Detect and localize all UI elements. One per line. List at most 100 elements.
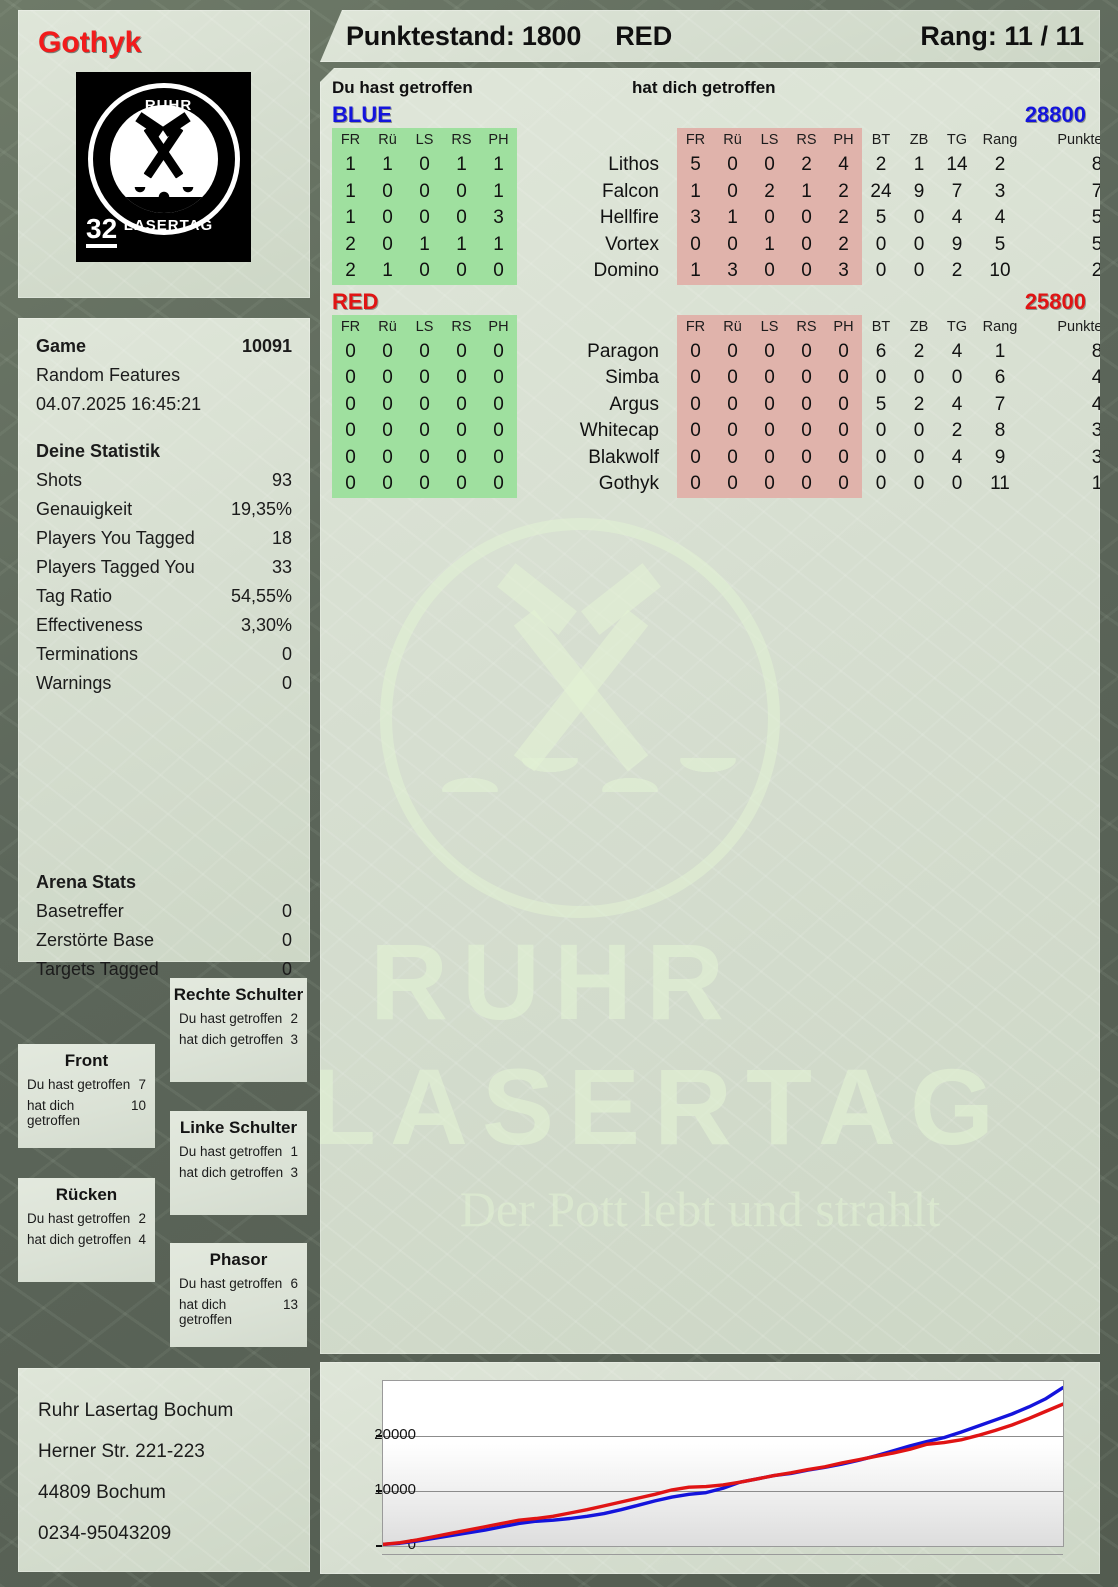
zone-got-label: hat dich getroffen bbox=[179, 1032, 284, 1047]
stat-value: 0 bbox=[281, 959, 292, 979]
team-name: RED bbox=[332, 288, 379, 314]
you-tagged-value: 2 bbox=[332, 258, 369, 285]
table-row[interactable]: 10001Falcon10212249737600 bbox=[332, 178, 1100, 205]
table-row[interactable]: 00000Whitecap0000000283400 bbox=[332, 418, 1100, 445]
stat-row: Effectiveness 3,30% bbox=[36, 611, 292, 640]
chart-y-tick-label: 20000 bbox=[374, 1426, 416, 1443]
table-row[interactable]: 10003Hellfire3100250445100 bbox=[332, 205, 1100, 232]
base-hits-value: 5 bbox=[875, 393, 887, 415]
tagged-you-value: 1 bbox=[677, 258, 714, 285]
you-tagged-value: 0 bbox=[332, 471, 369, 498]
address-line: Ruhr Lasertag Bochum bbox=[38, 1400, 234, 1421]
you-tagged-value: 0 bbox=[406, 471, 443, 498]
bases-destroyed-value: 0 bbox=[913, 420, 925, 442]
zone-hit-label: Du hast getroffen bbox=[179, 1144, 283, 1159]
header-bar: Punktestand: 1800 RED Rang: 11 / 11 bbox=[320, 10, 1100, 62]
player-score: 3200 bbox=[1091, 446, 1100, 468]
base-hits-value: 0 bbox=[875, 367, 887, 389]
table-row[interactable]: 00000Gothyk00000000111800 bbox=[332, 471, 1100, 498]
tagged-you-value: 2 bbox=[825, 205, 862, 232]
stat-label: Players You Tagged bbox=[36, 528, 195, 548]
targets-tagged-value: 4 bbox=[951, 340, 963, 362]
column-header: Rü bbox=[369, 314, 406, 339]
tagged-you-value: 0 bbox=[714, 418, 751, 445]
bases-destroyed-value: 0 bbox=[913, 260, 925, 282]
you-tagged-value: 2 bbox=[332, 231, 369, 258]
zone-got-label: hat dich getroffen bbox=[179, 1165, 284, 1180]
stat-row: Targets Tagged 0 bbox=[36, 955, 292, 984]
zone-hit-value: 2 bbox=[138, 1211, 146, 1226]
tagged-you-value: 0 bbox=[677, 471, 714, 498]
chart-y-tick-mark bbox=[376, 1490, 382, 1492]
you-tagged-value: 0 bbox=[369, 391, 406, 418]
stat-row: Players Tagged You 33 bbox=[36, 553, 292, 582]
column-header: PH bbox=[825, 314, 862, 339]
wave-icon bbox=[109, 187, 218, 198]
you-tagged-value: 0 bbox=[332, 338, 369, 365]
zone-hit-value: 2 bbox=[290, 1011, 298, 1026]
you-tagged-value: 1 bbox=[480, 178, 517, 205]
scoreboard-tables: Du hast getroffen hat dich getroffen BLU… bbox=[320, 68, 1100, 498]
tagged-you-value: 0 bbox=[788, 258, 825, 285]
targets-tagged-value: 0 bbox=[951, 473, 963, 495]
targets-tagged-value: 4 bbox=[951, 393, 963, 415]
you-tagged-value: 0 bbox=[406, 152, 443, 179]
you-tagged-value: 0 bbox=[369, 471, 406, 498]
address-line: 44809 Bochum bbox=[38, 1482, 166, 1503]
targets-tagged-value: 4 bbox=[951, 207, 963, 229]
tagged-you-value: 2 bbox=[751, 178, 788, 205]
zone-got-value: 4 bbox=[138, 1232, 146, 1247]
tagged-you-value: 1 bbox=[677, 178, 714, 205]
column-header: Rü bbox=[714, 314, 751, 339]
watermark-line1: RUHR bbox=[370, 921, 738, 1042]
player-name: Argus bbox=[609, 393, 659, 415]
team-score: 28800 bbox=[1024, 102, 1086, 127]
tagged-you-value: 0 bbox=[751, 471, 788, 498]
table-row[interactable]: 20111Vortex0010200955000 bbox=[332, 231, 1100, 258]
column-header: RS bbox=[788, 128, 825, 152]
rank-value: 4 bbox=[994, 207, 1006, 229]
targets-tagged-value: 0 bbox=[951, 367, 963, 389]
stat-label: Terminations bbox=[36, 644, 139, 664]
address-line: Herner Str. 221-223 bbox=[38, 1441, 205, 1462]
tagged-you-value: 0 bbox=[751, 258, 788, 285]
stat-value: 18 bbox=[271, 528, 292, 548]
you-tagged-value: 0 bbox=[443, 258, 480, 285]
scoreboard-panel: RUHR LASERTAG Der Pott lebt und strahlt … bbox=[320, 68, 1100, 1354]
column-header: Rang bbox=[982, 318, 1018, 335]
player-name: Hellfire bbox=[599, 207, 659, 229]
column-header: LS bbox=[751, 128, 788, 152]
zone-left-shoulder: Linke Schulter Du hast getroffen 1 hat d… bbox=[170, 1111, 307, 1215]
watermark-ring-icon bbox=[380, 518, 780, 918]
player-name: Blakwolf bbox=[588, 446, 659, 468]
tagged-you-value: 1 bbox=[751, 231, 788, 258]
table-row[interactable]: 00000Paragon0000062418200 bbox=[332, 338, 1100, 365]
header-score: Punktestand: 1800 bbox=[346, 20, 582, 51]
tagged-you-value: 0 bbox=[751, 338, 788, 365]
tagged-you-value: 0 bbox=[788, 471, 825, 498]
zone-hit-row: Du hast getroffen 6 bbox=[170, 1270, 307, 1291]
tagged-you-value: 0 bbox=[751, 205, 788, 232]
you-tagged-value: 1 bbox=[369, 152, 406, 179]
column-header: Rü bbox=[369, 128, 406, 152]
player-score: 8200 bbox=[1091, 340, 1100, 362]
you-tagged-value: 1 bbox=[480, 231, 517, 258]
tagged-you-value: 0 bbox=[788, 205, 825, 232]
tagged-you-value: 1 bbox=[788, 178, 825, 205]
table-row[interactable]: 00000Argus0000052474500 bbox=[332, 391, 1100, 418]
table-row[interactable]: 00000Blakwolf0000000493200 bbox=[332, 444, 1100, 471]
base-hits-value: 0 bbox=[875, 446, 887, 468]
you-tagged-value: 0 bbox=[480, 391, 517, 418]
stat-value: 3,30% bbox=[240, 615, 292, 635]
table-row[interactable]: 00000Simba0000000064700 bbox=[332, 365, 1100, 392]
tagged-you-value: 0 bbox=[825, 338, 862, 365]
targets-tagged-value: 9 bbox=[951, 233, 963, 255]
stat-row: Shots 93 bbox=[36, 466, 292, 495]
zone-hit-label: Du hast getroffen bbox=[27, 1211, 131, 1226]
table-row[interactable]: 21000Domino13003002102900 bbox=[332, 258, 1100, 285]
column-header: FR bbox=[677, 314, 714, 339]
zone-got-row: hat dich getroffen 3 bbox=[170, 1026, 307, 1047]
tagged-you-value: 0 bbox=[677, 338, 714, 365]
table-row[interactable]: 11011Lithos50024211428200 bbox=[332, 152, 1100, 179]
stat-row: Tag Ratio 54,55% bbox=[36, 582, 292, 611]
